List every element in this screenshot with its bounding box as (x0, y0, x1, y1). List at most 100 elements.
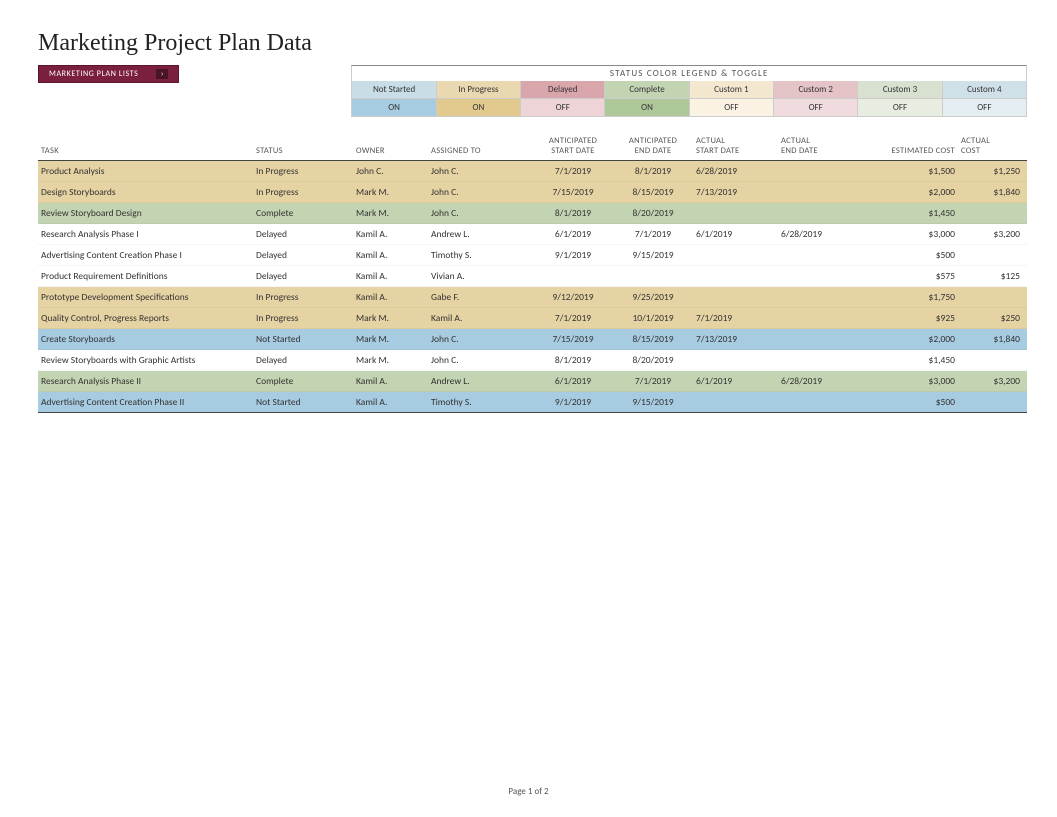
cell-act: $250 (958, 312, 1023, 324)
legend-title: STATUS COLOR LEGEND & TOGGLE (351, 65, 1027, 81)
cell-astart: 7/1/2019 (533, 312, 613, 324)
cell-astart: 7/1/2019 (533, 165, 613, 177)
table-row: Create StoryboardsNot StartedMark M.John… (38, 329, 1027, 350)
cell-assigned: John C. (428, 186, 533, 198)
table-row: Prototype Development SpecificationsIn P… (38, 287, 1027, 308)
cell-rstart: 6/28/2019 (693, 165, 778, 177)
marketing-plan-lists-button[interactable]: MARKETING PLAN LISTS › (38, 65, 179, 83)
cell-act: $1,840 (958, 333, 1023, 345)
legend-status-label: Custom 4 (943, 81, 1027, 99)
cell-assigned: John C. (428, 207, 533, 219)
project-table: TASKSTATUSOWNERASSIGNED TOANTICIPATEDSTA… (38, 137, 1027, 413)
cell-assigned: Vivian A. (428, 270, 533, 282)
legend-toggle[interactable]: ON (437, 99, 521, 117)
cell-status: In Progress (253, 312, 353, 324)
cell-assigned: Timothy S. (428, 249, 533, 261)
cell-aend: 9/15/2019 (613, 249, 693, 261)
legend-toggle[interactable]: ON (352, 99, 436, 117)
cell-owner: Mark M. (353, 354, 428, 366)
cell-owner: Kamil A. (353, 396, 428, 408)
cell-astart: 8/1/2019 (533, 354, 613, 366)
cell-astart: 8/1/2019 (533, 207, 613, 219)
cell-status: Not Started (253, 396, 353, 408)
cell-task: Research Analysis Phase II (38, 375, 253, 387)
legend-status-label: Custom 2 (774, 81, 858, 99)
legend-toggle[interactable]: OFF (858, 99, 942, 117)
cell-est: $3,000 (863, 375, 958, 387)
cell-est: $3,000 (863, 228, 958, 240)
cell-status: Delayed (253, 354, 353, 366)
table-row: Review Storyboard DesignCompleteMark M.J… (38, 203, 1027, 224)
cell-task: Review Storyboard Design (38, 207, 253, 219)
cell-aend: 8/20/2019 (613, 207, 693, 219)
cell-owner: John C. (353, 165, 428, 177)
table-row: Design StoryboardsIn ProgressMark M.John… (38, 182, 1027, 203)
cell-assigned: Kamil A. (428, 312, 533, 324)
cell-est: $1,450 (863, 207, 958, 219)
cell-aend: 8/20/2019 (613, 354, 693, 366)
column-header: ACTUALCOST (958, 137, 1023, 157)
marketing-plan-lists-label: MARKETING PLAN LISTS (49, 69, 138, 79)
cell-status: Complete (253, 375, 353, 387)
cell-astart: 9/1/2019 (533, 249, 613, 261)
table-row: Quality Control, Progress ReportsIn Prog… (38, 308, 1027, 329)
cell-assigned: Andrew L. (428, 228, 533, 240)
legend-status-label: Complete (605, 81, 689, 99)
legend-toggle[interactable]: OFF (774, 99, 858, 117)
cell-owner: Kamil A. (353, 270, 428, 282)
cell-aend: 10/1/2019 (613, 312, 693, 324)
header-row: MARKETING PLAN LISTS › STATUS COLOR LEGE… (38, 65, 1027, 117)
cell-task: Product Analysis (38, 165, 253, 177)
table-row: Product AnalysisIn ProgressJohn C.John C… (38, 161, 1027, 182)
cell-astart: 9/12/2019 (533, 291, 613, 303)
status-legend: STATUS COLOR LEGEND & TOGGLE Not Started… (351, 65, 1027, 117)
legend-status-label: Custom 1 (690, 81, 774, 99)
legend-toggle[interactable]: ON (605, 99, 689, 117)
column-header: TASK (38, 147, 253, 157)
cell-est: $500 (863, 396, 958, 408)
cell-task: Create Storyboards (38, 333, 253, 345)
legend-toggle[interactable]: OFF (690, 99, 774, 117)
legend-status-label: Custom 3 (858, 81, 942, 99)
cell-task: Quality Control, Progress Reports (38, 312, 253, 324)
legend-status-label: In Progress (437, 81, 521, 99)
cell-astart: 6/1/2019 (533, 375, 613, 387)
cell-est: $1,750 (863, 291, 958, 303)
cell-task: Advertising Content Creation Phase I (38, 249, 253, 261)
cell-rstart: 6/1/2019 (693, 228, 778, 240)
table-row: Research Analysis Phase IDelayedKamil A.… (38, 224, 1027, 245)
page-footer: Page 1 of 2 (0, 786, 1057, 797)
cell-rend: 6/28/2019 (778, 228, 863, 240)
cell-assigned: Andrew L. (428, 375, 533, 387)
cell-status: In Progress (253, 165, 353, 177)
cell-act: $125 (958, 270, 1023, 282)
cell-status: Complete (253, 207, 353, 219)
cell-task: Prototype Development Specifications (38, 291, 253, 303)
column-header: ASSIGNED TO (428, 147, 533, 157)
cell-task: Product Requirement Definitions (38, 270, 253, 282)
legend-toggle[interactable]: OFF (521, 99, 605, 117)
legend-status-label: Delayed (521, 81, 605, 99)
cell-aend: 7/1/2019 (613, 228, 693, 240)
cell-task: Research Analysis Phase I (38, 228, 253, 240)
cell-est: $925 (863, 312, 958, 324)
cell-status: In Progress (253, 186, 353, 198)
cell-assigned: John C. (428, 165, 533, 177)
cell-status: Not Started (253, 333, 353, 345)
legend-toggle[interactable]: OFF (943, 99, 1027, 117)
cell-est: $1,450 (863, 354, 958, 366)
cell-aend: 9/15/2019 (613, 396, 693, 408)
cell-task: Design Storyboards (38, 186, 253, 198)
table-row: Product Requirement DefinitionsDelayedKa… (38, 266, 1027, 287)
table-row: Advertising Content Creation Phase IINot… (38, 392, 1027, 413)
cell-status: In Progress (253, 291, 353, 303)
column-header: ACTUALSTART DATE (693, 137, 778, 157)
cell-est: $2,000 (863, 333, 958, 345)
cell-rstart: 6/1/2019 (693, 375, 778, 387)
column-header: ANTICIPATEDEND DATE (613, 137, 693, 157)
cell-aend: 8/15/2019 (613, 186, 693, 198)
cell-status: Delayed (253, 249, 353, 261)
cell-astart: 7/15/2019 (533, 333, 613, 345)
cell-owner: Mark M. (353, 312, 428, 324)
cell-est: $2,000 (863, 186, 958, 198)
